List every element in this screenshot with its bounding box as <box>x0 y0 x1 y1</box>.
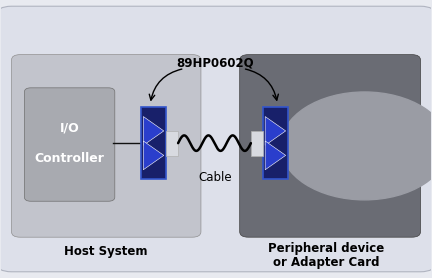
FancyBboxPatch shape <box>0 6 432 272</box>
Text: or Adapter Card: or Adapter Card <box>273 255 379 269</box>
FancyBboxPatch shape <box>240 55 420 237</box>
Circle shape <box>281 92 432 200</box>
Polygon shape <box>143 141 164 170</box>
FancyBboxPatch shape <box>12 55 201 237</box>
Text: Cable: Cable <box>198 171 232 184</box>
Polygon shape <box>265 141 286 170</box>
Bar <box>251 131 263 156</box>
Polygon shape <box>143 116 164 145</box>
Text: Host System: Host System <box>64 245 148 257</box>
FancyBboxPatch shape <box>24 88 115 201</box>
Bar <box>141 107 166 179</box>
Text: I/O: I/O <box>60 121 79 135</box>
Text: 89HP0602Q: 89HP0602Q <box>176 56 254 70</box>
Bar <box>263 107 288 179</box>
Bar <box>166 131 178 156</box>
Polygon shape <box>265 116 286 145</box>
Text: Peripheral device: Peripheral device <box>268 242 384 255</box>
Text: Controller: Controller <box>35 152 105 165</box>
